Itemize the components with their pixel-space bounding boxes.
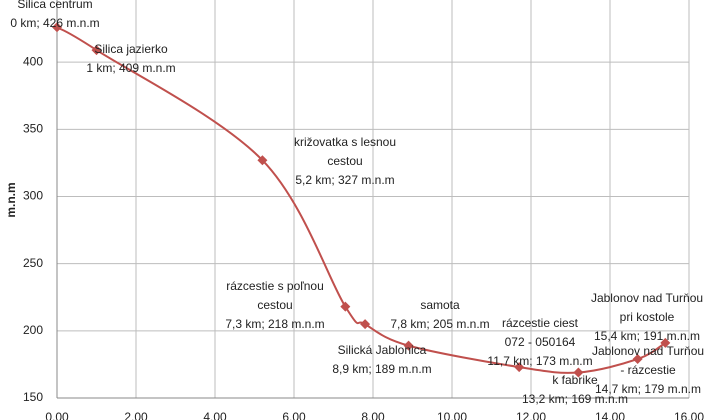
point-label: Jablonov nad Turňou	[591, 291, 703, 305]
marker	[660, 337, 671, 348]
point-label: samota	[420, 298, 460, 312]
marker	[91, 45, 102, 56]
x-tick-label: 0,00	[45, 410, 69, 420]
point-label: 15,4 km; 191 m.n.m	[594, 329, 700, 343]
point-label: Silická Jablonica	[338, 343, 427, 357]
point-label: 5,2 km; 327 m.n.m	[295, 173, 394, 187]
point-label: 8,9 km; 189 m.n.m	[332, 362, 431, 376]
y-tick-label: 250	[23, 256, 43, 270]
point-label: cestou	[257, 298, 292, 312]
x-tick-label: 6,00	[282, 410, 306, 420]
y-tick-label: 200	[23, 323, 43, 337]
y-tick-label: 300	[23, 189, 43, 203]
x-tick-label: 12,00	[516, 410, 546, 420]
marker	[573, 367, 584, 378]
x-tick-label: 16,00	[674, 410, 704, 420]
marker	[514, 362, 525, 373]
point-label: 11,7 km; 173 m.n.m	[487, 354, 592, 368]
point-label: rázcestie ciest	[502, 316, 579, 330]
y-tick-label: 400	[23, 54, 43, 68]
point-label: Jablonov nad Turňou	[592, 344, 704, 358]
point-label: Silica centrum	[17, 0, 92, 11]
point-label: k fabrike	[552, 373, 598, 387]
marker	[52, 22, 62, 33]
y-axis-label: m.n.m	[4, 182, 18, 217]
point-label: 7,8 km; 205 m.n.m	[390, 317, 489, 331]
marker	[340, 301, 351, 312]
point-label: 13,2 km; 169 m.n.m	[522, 392, 628, 406]
point-label: Silica jazierko	[94, 42, 168, 56]
point-label: rázcestie s poľnou	[226, 279, 324, 293]
point-label: 0 km; 426 m.n.m	[10, 16, 99, 30]
x-tick-label: 4,00	[203, 410, 227, 420]
point-label: križovatka s lesnou	[294, 135, 396, 149]
y-tick-label: 350	[23, 122, 43, 136]
point-label: cestou	[327, 154, 362, 168]
point-label: 14,7 km; 179 m.n.m	[595, 382, 701, 396]
point-label: 7,3 km; 218 m.n.m	[225, 317, 324, 331]
point-label: 1 km; 409 m.n.m	[86, 61, 175, 75]
x-tick-label: 10,00	[437, 410, 467, 420]
y-tick-label: 150	[23, 390, 43, 404]
point-label: - rázcestie	[620, 363, 676, 377]
marker	[632, 354, 643, 365]
marker	[403, 340, 414, 351]
x-tick-label: 8,00	[361, 410, 385, 420]
x-tick-label: 14,00	[595, 410, 625, 420]
x-tick-label: 2,00	[124, 410, 148, 420]
marker	[257, 155, 268, 166]
point-label: 072 - 050164	[505, 335, 576, 349]
point-label: pri kostole	[620, 310, 675, 324]
marker	[360, 319, 371, 330]
